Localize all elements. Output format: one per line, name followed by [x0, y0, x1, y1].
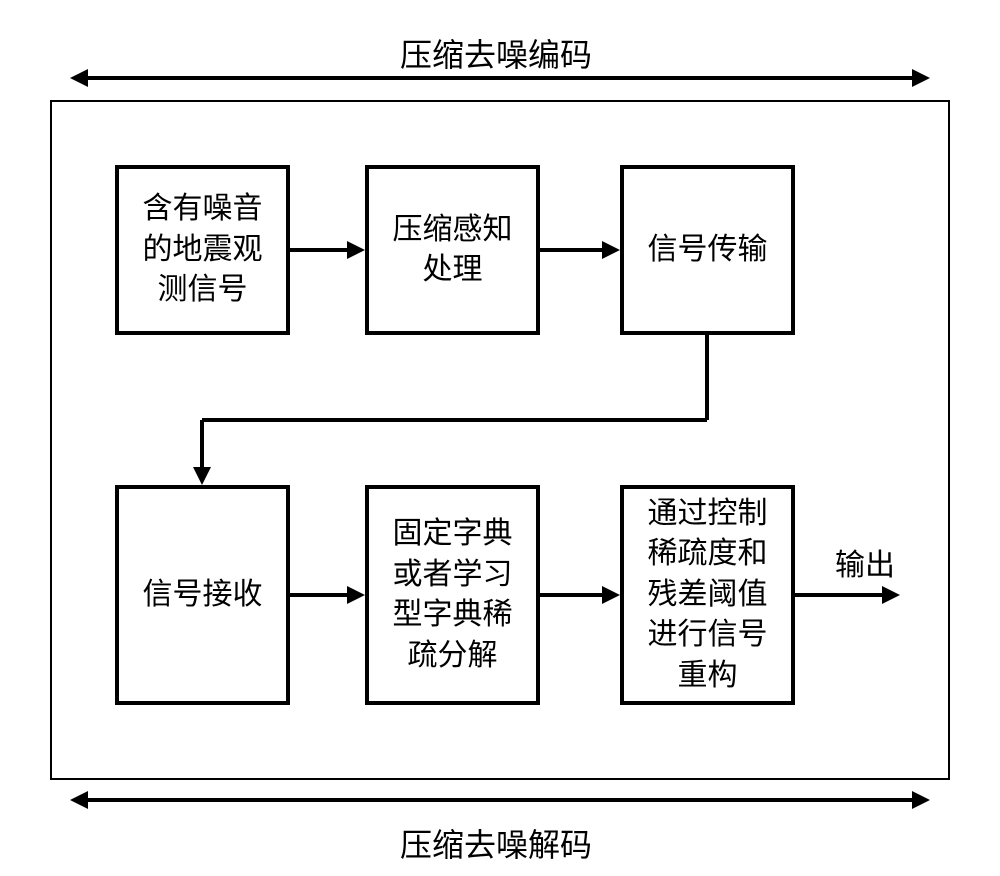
node-signal-transmission: 信号传输 [620, 165, 795, 335]
node-label: 信号传输 [648, 230, 768, 271]
node-label: 含有噪音的地震观测信号 [143, 189, 263, 311]
node-signal-reconstruction: 通过控制稀疏度和残差阈值进行信号重构 [620, 485, 795, 705]
node-label: 固定字典或者学习型字典稀疏分解 [393, 514, 513, 676]
node-label: 通过控制稀疏度和残差阈值进行信号重构 [648, 494, 768, 697]
node-label: 信号接收 [143, 575, 263, 616]
node-label: 压缩感知处理 [393, 210, 513, 291]
node-signal-reception: 信号接收 [115, 485, 290, 705]
node-noisy-seismic-signal: 含有噪音的地震观测信号 [115, 165, 290, 335]
node-dictionary-sparse-decomp: 固定字典或者学习型字典稀疏分解 [365, 485, 540, 705]
title-top: 压缩去噪编码 [400, 30, 592, 76]
output-label: 输出 [835, 540, 895, 584]
node-compressed-sensing: 压缩感知处理 [365, 165, 540, 335]
title-bottom: 压缩去噪解码 [400, 820, 592, 866]
